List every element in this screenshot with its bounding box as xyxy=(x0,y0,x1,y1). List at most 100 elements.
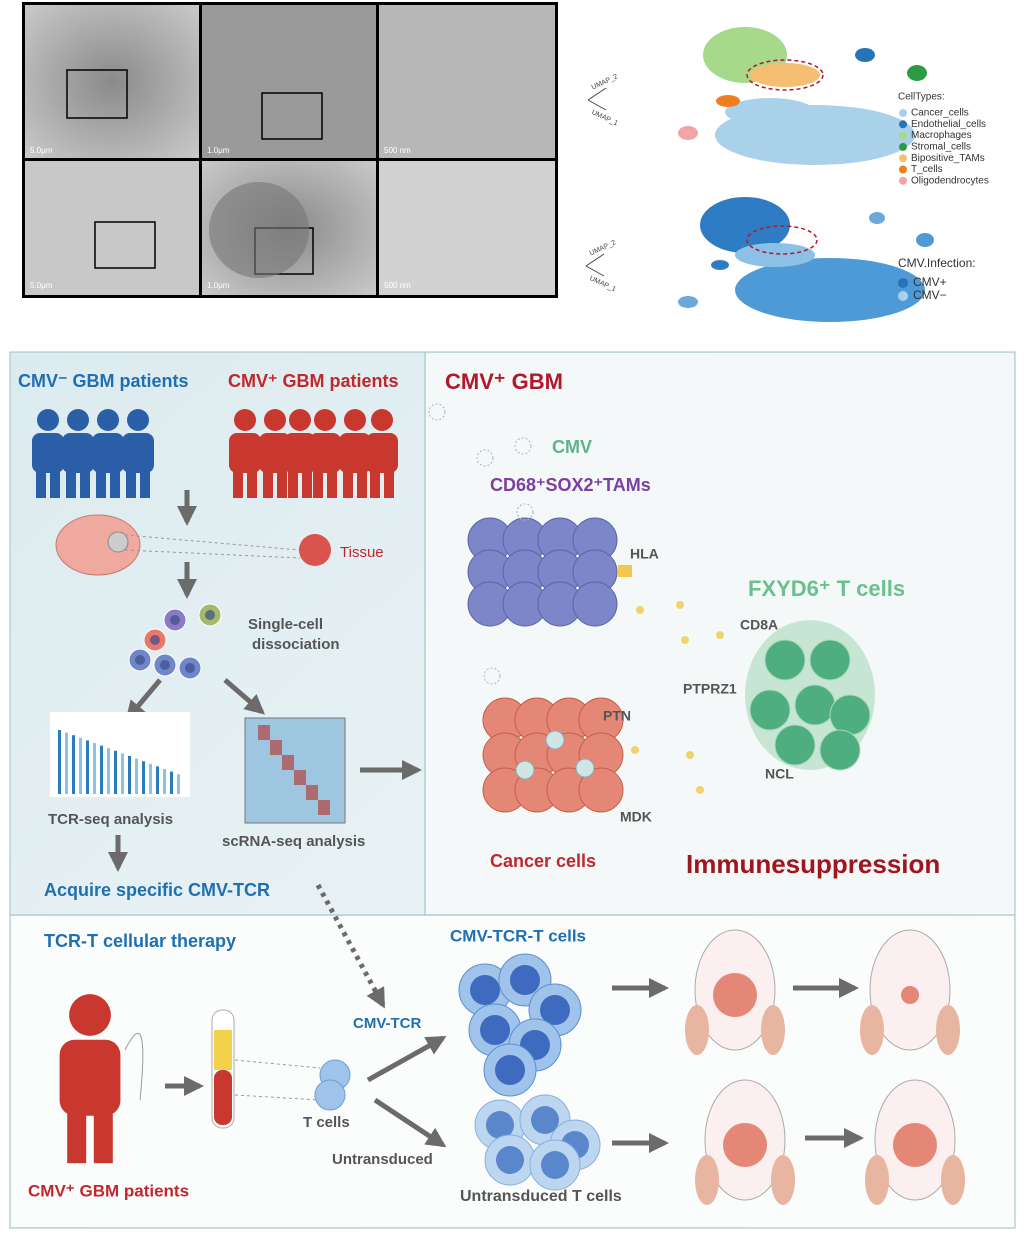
nucleus xyxy=(495,1055,525,1085)
cancer-cell xyxy=(578,767,624,813)
plasma xyxy=(214,1030,232,1070)
scale-label: 1.0μm xyxy=(207,146,230,155)
tumor xyxy=(723,1123,767,1167)
legend-swatch xyxy=(899,154,907,163)
heatmap-block xyxy=(270,740,282,755)
person-leg xyxy=(313,468,323,498)
nucleus xyxy=(135,655,145,665)
zoom-box xyxy=(66,69,128,119)
tumor xyxy=(713,973,757,1017)
scale-label: 5.0μm xyxy=(30,146,53,155)
thumb-bar xyxy=(156,766,159,794)
zoom-box xyxy=(261,92,323,140)
cluster xyxy=(750,63,820,87)
arrow xyxy=(125,678,162,722)
label: MDK xyxy=(620,809,652,825)
person-leg xyxy=(80,468,90,498)
label: FXYD6⁺ T cells xyxy=(748,576,905,601)
em-image xyxy=(379,161,555,295)
nucleus xyxy=(540,995,570,1025)
label: CD68⁺SOX2⁺TAMs xyxy=(490,475,651,495)
em-image xyxy=(379,5,555,158)
person-leg xyxy=(277,468,287,498)
label: NCL xyxy=(765,766,794,782)
highlight xyxy=(746,225,818,255)
umap-axes xyxy=(585,253,605,277)
legend-label: Oligodendrocytes xyxy=(911,175,989,186)
tissue xyxy=(299,534,331,566)
nucleus xyxy=(531,1106,559,1134)
arrow xyxy=(223,678,266,715)
person-body xyxy=(62,433,94,473)
hla xyxy=(618,565,632,577)
cable xyxy=(124,1032,144,1101)
axis-label: UMAP_1 xyxy=(590,109,618,127)
thumb-bar xyxy=(135,758,138,794)
person-body xyxy=(229,433,261,473)
person-head xyxy=(37,409,59,431)
person-body xyxy=(339,433,371,473)
cell-image xyxy=(209,182,309,278)
legend-swatch xyxy=(898,291,908,301)
cluster xyxy=(716,95,740,107)
thumb-bar xyxy=(58,730,61,794)
person-leg xyxy=(140,468,150,498)
person-leg xyxy=(36,468,46,498)
cluster xyxy=(735,258,925,322)
ear xyxy=(936,1005,960,1055)
cluster xyxy=(725,98,815,126)
illustrations xyxy=(32,403,965,1205)
t-cell xyxy=(764,639,806,681)
ear xyxy=(695,1155,719,1205)
legend: CMV+CMV− xyxy=(898,275,947,302)
thumb-bar xyxy=(79,737,82,794)
legend-label: Bipositive_TAMs xyxy=(911,153,985,164)
thumb-bar xyxy=(72,735,75,794)
legend-label: Cancer_cells xyxy=(911,108,969,119)
cluster xyxy=(916,233,934,247)
ear xyxy=(685,1005,709,1055)
t-cell xyxy=(819,729,861,771)
person-leg xyxy=(263,468,273,498)
person-body xyxy=(284,433,316,473)
person-head xyxy=(67,409,89,431)
person-leg xyxy=(327,468,337,498)
thumb-bar xyxy=(170,771,173,794)
thumb-bar xyxy=(177,774,180,794)
label: T cells xyxy=(303,1114,350,1131)
heatmap-block xyxy=(306,785,318,800)
step-label: TCR-seq analysis xyxy=(48,811,173,828)
arrow xyxy=(366,1035,447,1083)
person-leg xyxy=(66,468,76,498)
person-leg xyxy=(67,1106,87,1164)
ear xyxy=(761,1005,785,1055)
umap-infection: UMAP_2 UMAP_1 CMV.Infection: CMV+CMV− xyxy=(585,197,976,322)
nucleus xyxy=(480,1015,510,1045)
heatmap-block xyxy=(294,770,306,785)
person-body xyxy=(122,433,154,473)
virus xyxy=(545,730,565,750)
legend-swatch xyxy=(899,142,907,151)
cluster xyxy=(711,260,729,270)
t-cell xyxy=(314,1079,346,1111)
heatmap-block xyxy=(282,755,294,770)
t-cell xyxy=(749,689,791,731)
t-cell xyxy=(774,724,816,766)
thumb-bar xyxy=(121,753,124,794)
nucleus xyxy=(150,635,160,645)
person-head xyxy=(69,994,111,1036)
heatmap-block xyxy=(318,800,330,815)
virus xyxy=(575,758,595,778)
label: Untransduced xyxy=(332,1151,433,1168)
cytokine xyxy=(681,636,689,644)
legend-title: CellTypes: xyxy=(898,92,945,103)
person-head xyxy=(234,409,256,431)
person-body xyxy=(309,433,341,473)
person-leg xyxy=(50,468,60,498)
thumb-bar xyxy=(142,761,145,794)
label: PTN xyxy=(603,708,631,724)
thumb-bar xyxy=(114,750,117,794)
legend: Cancer_cellsEndothelial_cellsMacrophages… xyxy=(899,108,989,186)
thumb-bar xyxy=(86,740,89,794)
